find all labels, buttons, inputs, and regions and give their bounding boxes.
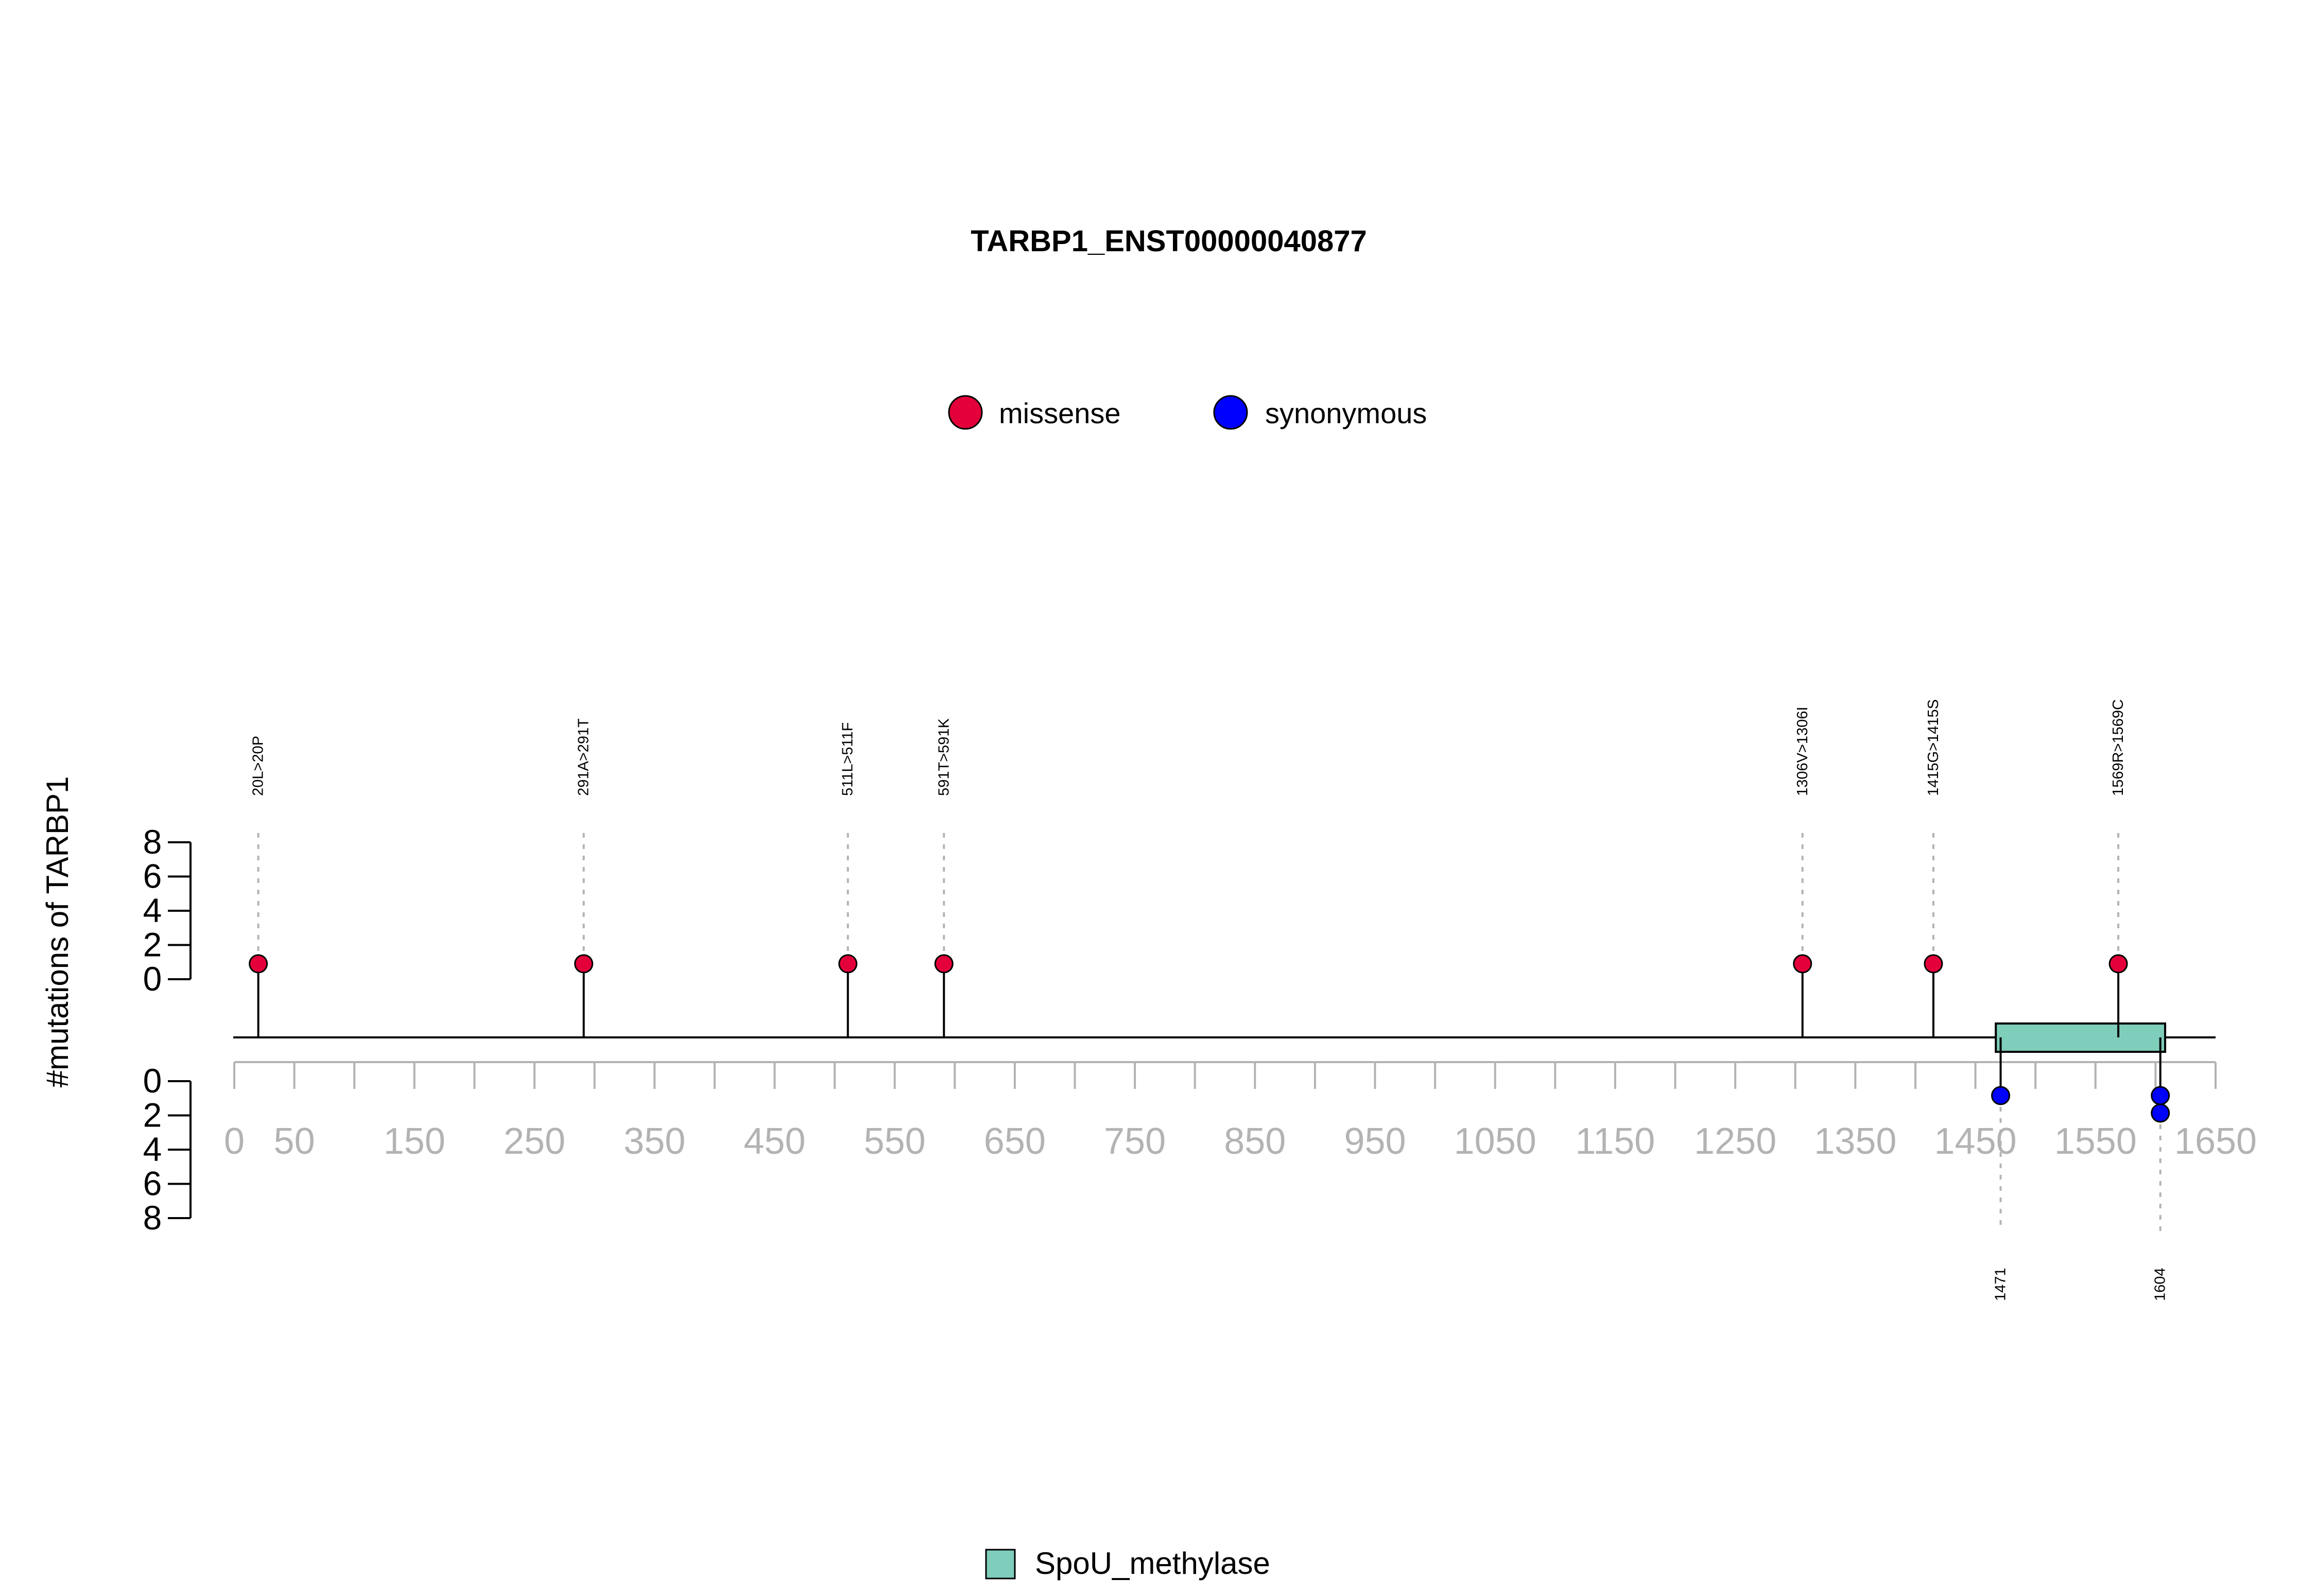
domain-box [1995, 1022, 2167, 1053]
x-axis: 0 50 150 250 350 450 550 650 750 850 950 1050 1150 12… [224, 1061, 2257, 1162]
x-axis-tick-label: 1350 [1814, 1121, 1896, 1162]
x-axis-tick-label: 250 [504, 1121, 565, 1162]
legend-missense-marker [948, 395, 983, 430]
x-axis-tick-label: 350 [624, 1121, 685, 1162]
x-axis-tick-label: 1050 [1454, 1121, 1536, 1162]
mutation-label: 1415G>1415S [1925, 699, 1942, 796]
mutation-label: 511L>511F [840, 722, 856, 796]
x-axis-tick-label: 1550 [2054, 1121, 2137, 1162]
y-axis-bottom-tick-label: 2 [143, 1096, 162, 1134]
mutation-label: 1306V>1306I [1794, 707, 1811, 796]
y-axis-top-tick-label: 4 [143, 891, 162, 929]
mutation-marker-missense [838, 954, 858, 974]
mutation-label: 1569R>1569C [2110, 699, 2126, 796]
mutation-marker-missense [1793, 954, 1812, 974]
domain-legend-label: SpoU_methylase [1035, 1546, 1270, 1581]
mutation-marker-missense [574, 954, 594, 974]
y-axis-top-tick-label: 0 [143, 960, 162, 998]
y-axis-bottom-tick-label: 4 [143, 1130, 162, 1168]
mutation-label: 1604 [2152, 1268, 2169, 1301]
y-axis-bottom-tick-label: 0 [143, 1062, 162, 1100]
mutation-label: 291A>291T [576, 718, 592, 796]
mutation-marker-synonymous [2151, 1103, 2170, 1123]
y-axis-top-tick-label: 6 [143, 857, 162, 895]
x-axis-tick-label: 150 [384, 1121, 445, 1162]
x-axis-tick-label: 850 [1224, 1121, 1286, 1162]
y-axis-top-tick-label: 8 [143, 823, 162, 861]
x-axis-tick-label: 1450 [1934, 1121, 2016, 1162]
y-axis-bottom-tick-label: 8 [143, 1199, 162, 1237]
legend: missense synonymous [948, 395, 1427, 430]
chart-title: TARBP1_ENST00000040877 [971, 224, 1367, 258]
x-axis-tick-label: 1650 [2174, 1121, 2257, 1162]
legend-missense-label: missense [999, 397, 1121, 429]
domain-tracks [1995, 1022, 2167, 1053]
mutation-marker-missense [2108, 954, 2128, 974]
x-axis-tick-label: 650 [984, 1121, 1046, 1162]
legend-synonymous-label: synonymous [1265, 397, 1427, 429]
mutation-marker-synonymous [1991, 1086, 2011, 1105]
y-axis-top-tick-label: 2 [143, 926, 162, 964]
x-axis-tick-label: 1150 [1576, 1121, 1655, 1162]
mutation-marker-missense [934, 954, 954, 974]
x-axis-tick-label: 50 [274, 1121, 315, 1162]
mutation-marker-synonymous [2151, 1086, 2170, 1105]
domain-legend-swatch [985, 1549, 1016, 1580]
domain-legend: SpoU_methylase [985, 1546, 1270, 1581]
top-mutations: 20L>20P 291A>291T 511L>511F 591T>591K 1306V>… [250, 699, 2126, 964]
x-axis-tick-label: 950 [1344, 1121, 1406, 1162]
mutation-label: 20L>20P [250, 736, 267, 796]
top-mutation-markers [249, 954, 2128, 1037]
x-axis-tick-label: 0 [224, 1121, 245, 1162]
legend-synonymous-marker [1213, 395, 1248, 430]
y-axis-bottom-tick-label: 6 [143, 1165, 162, 1203]
bottom-mutations: 1471 1604 [1991, 1037, 2170, 1301]
x-axis-tick-label: 450 [743, 1121, 805, 1162]
x-axis-tick-label: 1250 [1694, 1121, 1776, 1162]
x-axis-tick-label: 550 [864, 1121, 926, 1162]
mutation-label: 591T>591K [936, 718, 952, 796]
mutation-marker-missense [1924, 954, 1943, 974]
mutation-label: 1471 [1993, 1268, 2009, 1301]
y-axis-label: #mutations of TARBP1 [40, 776, 75, 1088]
mutation-marker-missense [249, 954, 268, 974]
x-axis-tick-label: 750 [1104, 1121, 1166, 1162]
